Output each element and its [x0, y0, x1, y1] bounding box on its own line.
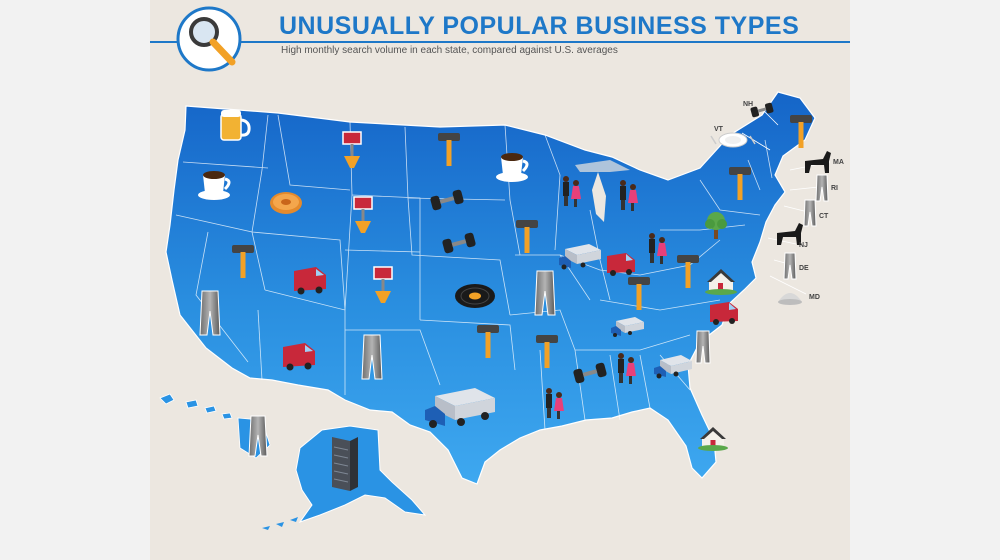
dumbbell-icon [750, 102, 774, 118]
dumbbell-icon [430, 189, 464, 211]
alaska-shape [295, 425, 427, 523]
pants-icon [248, 415, 268, 457]
dancers-icon [618, 353, 636, 384]
dome-icon [778, 293, 802, 305]
pants-icon [695, 330, 711, 364]
magnifier-icon [189, 17, 236, 66]
dancers-icon [620, 180, 638, 211]
state-label-md: MD [809, 294, 820, 301]
pants-icon [534, 270, 556, 316]
coffee-cup-icon [496, 153, 529, 182]
pants-icon [361, 334, 383, 380]
state-label-nj: NJ [799, 242, 808, 249]
beer-mug-icon [220, 110, 251, 141]
hammer-icon [516, 220, 538, 253]
hammer-icon [232, 245, 254, 278]
hammer-icon [477, 325, 499, 358]
delivery-van-icon [283, 343, 315, 371]
dog-icon [805, 151, 831, 173]
state-label-group: NH VT MA RI CT NJ DE MD [714, 101, 844, 301]
house-icon [698, 427, 728, 451]
vinyl-record-icon [455, 284, 495, 308]
state-label-nh: NH [743, 101, 753, 108]
truck-icon [425, 388, 495, 428]
pizza-sign-icon [342, 131, 362, 168]
aleutian-islands [262, 517, 298, 530]
dancers-icon [649, 233, 667, 264]
hammer-icon [536, 335, 558, 368]
skyscraper-icon [332, 437, 358, 491]
dumbbell-icon [573, 362, 607, 384]
header-rule [150, 41, 850, 43]
plate-icon [710, 132, 756, 148]
dancers-icon [563, 176, 581, 207]
pants-icon [199, 290, 221, 336]
coffee-cup-icon [198, 171, 231, 200]
great-lakes-water-2 [575, 160, 630, 172]
hammer-icon [729, 167, 751, 200]
truck-icon [611, 317, 644, 337]
pants-icon [783, 252, 797, 280]
state-label-ri: RI [831, 185, 838, 192]
pizza-sign-icon [353, 196, 373, 233]
great-lakes-water [592, 172, 606, 222]
state-borders [175, 114, 773, 431]
donut-icon [270, 192, 302, 214]
page-subtitle: High monthly search volume in each state… [281, 45, 618, 56]
pizza-sign-icon [373, 266, 393, 303]
hammer-icon [438, 133, 460, 166]
hammer-icon [790, 115, 812, 148]
hammer-icon [677, 255, 699, 288]
pants-icon [803, 199, 817, 227]
hammer-icon [628, 277, 650, 310]
delivery-van-icon [294, 267, 326, 295]
dumbbell-icon [442, 232, 476, 254]
house-icon [705, 269, 737, 295]
pants-icon [815, 174, 829, 202]
state-label-de: DE [799, 265, 809, 272]
state-label-ma: MA [833, 159, 844, 166]
truck-icon [654, 355, 692, 379]
state-label-vt: VT [714, 126, 724, 133]
page-title: UNUSUALLY POPULAR BUSINESS TYPES [279, 12, 800, 40]
dancers-icon [546, 388, 564, 419]
tree-icon [705, 212, 727, 239]
dog-icon [777, 223, 803, 245]
state-label-ct: CT [819, 213, 829, 220]
right-margin [850, 0, 1000, 560]
left-margin [0, 0, 150, 560]
truck-icon [559, 244, 601, 270]
delivery-van-icon [710, 302, 738, 325]
delivery-van-icon [607, 253, 635, 276]
contiguous-us-shape [165, 91, 816, 485]
